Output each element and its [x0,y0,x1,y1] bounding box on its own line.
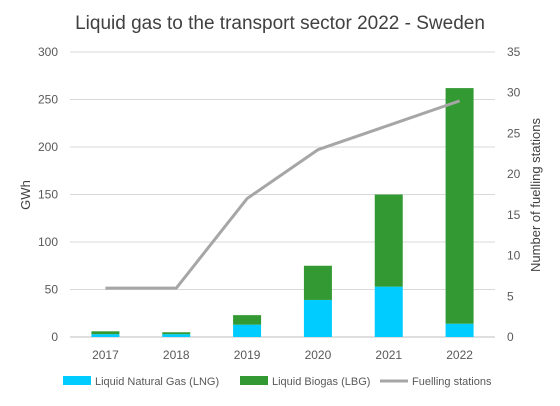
bar [374,286,403,337]
y2-tick-label: 10 [507,249,521,263]
y-axis-label: GWh [18,180,33,210]
series-line [105,99,461,290]
bar [445,323,474,337]
y2-tick-label: 20 [507,167,521,181]
y2-axis-ticks: 0 5 10 15 20 25 30 35 [507,45,521,344]
y-tick-label: 100 [38,235,58,249]
legend: Liquid Natural Gas (LNG) Liquid Biogas (L… [63,376,492,388]
y-tick-label: 150 [38,188,58,202]
bar [91,331,120,335]
x-tick-label: 2022 [446,348,473,362]
bars [91,88,474,337]
bar [233,315,262,325]
y2-tick-label: 25 [507,126,521,140]
bar [303,299,332,337]
y-tick-label: 50 [45,283,59,297]
x-tick-label: 2020 [305,348,332,362]
line-layer [105,99,461,290]
y-axis-ticks: 0 50 100 150 200 250 300 [38,45,58,344]
legend-swatch [240,376,268,385]
y2-tick-label: 30 [507,86,521,100]
y2-axis-label: Number of fuelling stations [528,118,543,272]
legend-label: Liquid Natural Gas (LNG) [95,376,219,388]
y2-tick-label: 5 [507,289,514,303]
y-tick-label: 300 [38,45,58,59]
x-tick-label: 2018 [163,348,190,362]
y2-tick-label: 35 [507,45,521,59]
x-tick-label: 2017 [92,348,119,362]
y-tick-label: 0 [51,330,58,344]
bar [233,324,262,337]
legend-label: Fuelling stations [412,376,492,388]
bar [374,194,403,287]
y2-tick-label: 0 [507,330,514,344]
gridlines [70,51,495,338]
bar [303,265,332,300]
x-tick-label: 2019 [234,348,261,362]
bar [445,88,474,324]
y-tick-label: 200 [38,140,58,154]
x-tick-label: 2021 [375,348,402,362]
x-axis-ticks: 2017 2018 2019 2020 2021 2022 [92,348,473,362]
legend-label: Liquid Biogas (LBG) [272,376,370,388]
bar [91,334,120,337]
y2-tick-label: 15 [507,208,521,222]
bar [162,334,191,337]
legend-swatch [63,376,91,385]
y-tick-label: 250 [38,93,58,107]
chart-title: Liquid gas to the transport sector 2022 … [75,13,485,34]
bar [162,332,191,335]
